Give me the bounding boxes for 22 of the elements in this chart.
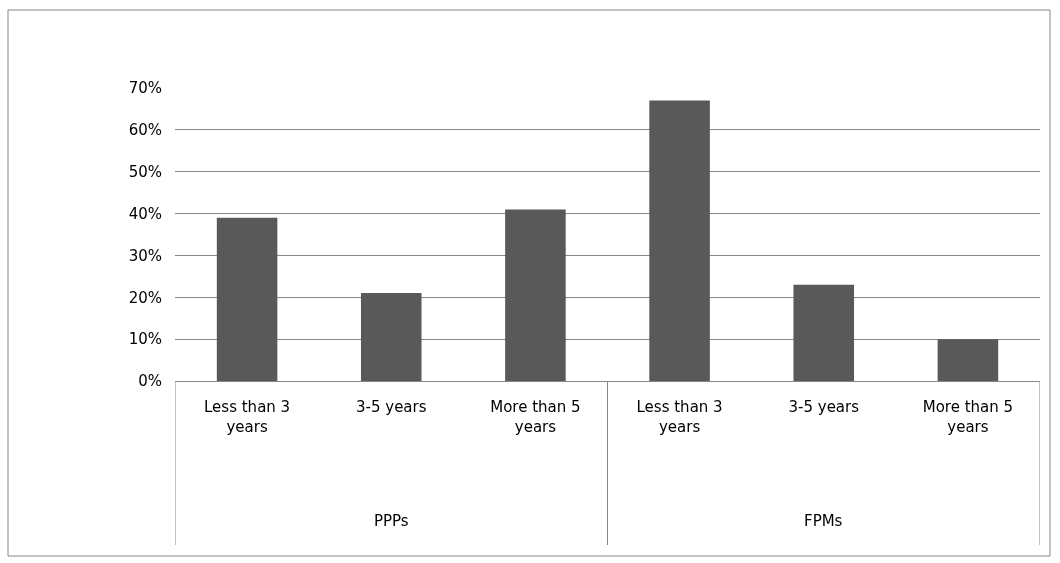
- x-tick-label: 3-5 years: [788, 398, 860, 416]
- y-tick-label: 20%: [128, 288, 162, 307]
- bar: [360, 293, 422, 381]
- y-tick-label: 40%: [128, 204, 162, 223]
- bar: [649, 100, 710, 381]
- text: FPMs: [804, 512, 843, 530]
- bar: [937, 339, 999, 381]
- y-tick-label: 10%: [128, 330, 162, 349]
- x-tick-label: Less than 3 years: [204, 398, 291, 436]
- x-tick-label: More than 5 years: [490, 398, 581, 436]
- y-tick-label: 70%: [128, 79, 162, 98]
- y-tick-label: 0%: [138, 372, 162, 391]
- text: PPPs: [374, 512, 409, 530]
- bar: [793, 284, 855, 381]
- bar: [216, 217, 278, 381]
- y-tick-label: 60%: [128, 121, 162, 140]
- x-tick-label: More than 5 years: [922, 398, 1014, 436]
- bar: [505, 209, 566, 381]
- y-tick-label: 50%: [128, 162, 162, 181]
- y-tick-label: 30%: [128, 246, 162, 265]
- x-tick-label: 3-5 years: [355, 398, 427, 416]
- x-tick-label: Less than 3 years: [636, 398, 723, 436]
